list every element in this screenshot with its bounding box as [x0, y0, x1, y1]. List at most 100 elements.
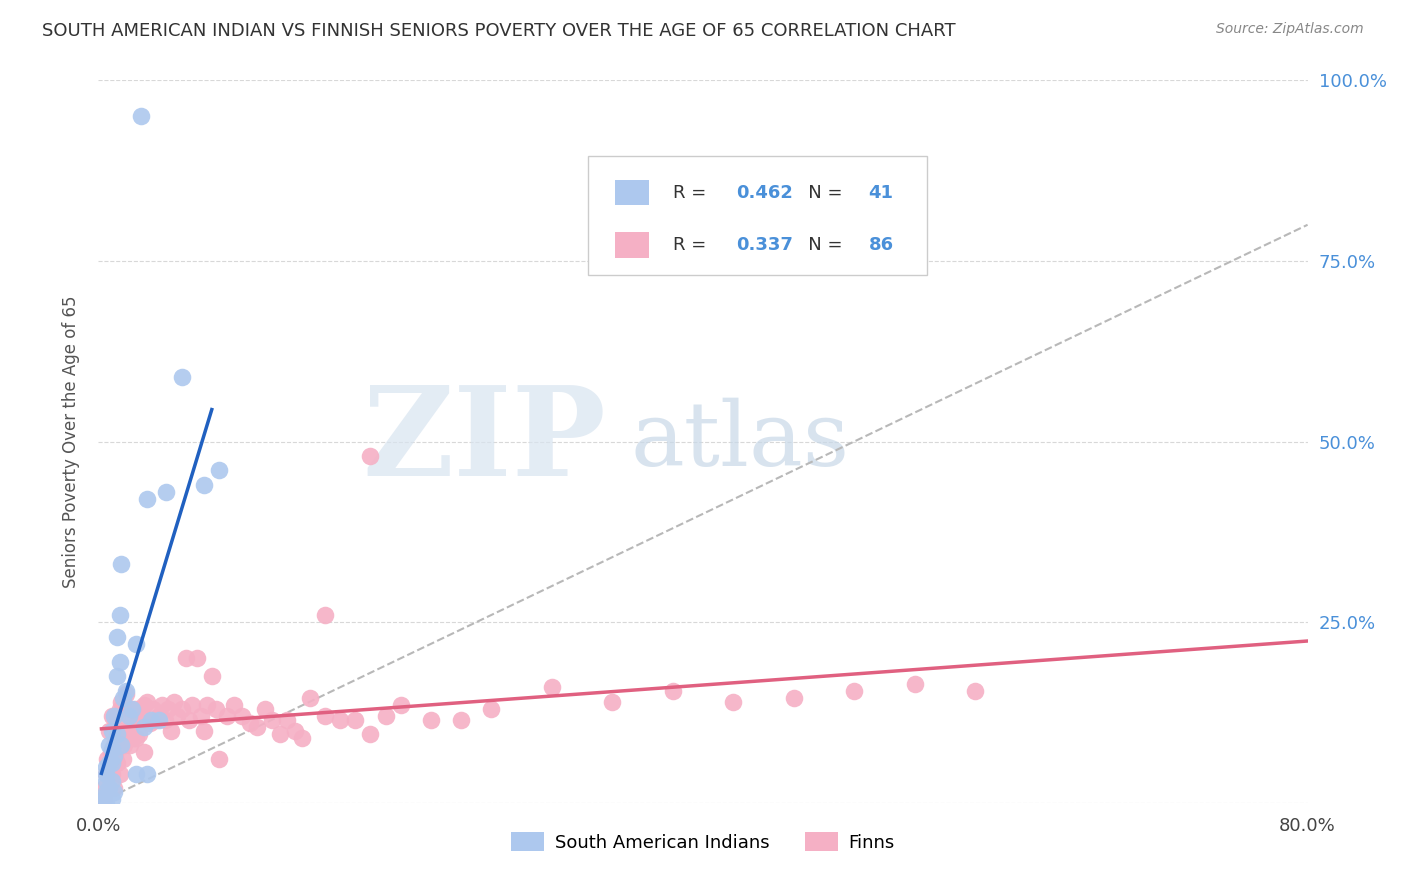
- Point: [163, 695, 186, 709]
- Point: [129, 709, 152, 723]
- Point: [481, 702, 503, 716]
- Point: [118, 702, 141, 716]
- Point: [94, 774, 117, 789]
- Point: [111, 723, 134, 738]
- Point: [121, 702, 143, 716]
- Point: [125, 731, 148, 745]
- Point: [145, 713, 167, 727]
- Point: [190, 709, 212, 723]
- Point: [121, 716, 143, 731]
- Point: [110, 558, 132, 572]
- Point: [103, 738, 125, 752]
- Text: 0.462: 0.462: [735, 184, 793, 202]
- Text: Source: ZipAtlas.com: Source: ZipAtlas.com: [1216, 22, 1364, 37]
- Point: [120, 738, 142, 752]
- Point: [135, 767, 157, 781]
- Point: [141, 713, 163, 727]
- Point: [127, 713, 149, 727]
- Point: [125, 767, 148, 781]
- Point: [193, 478, 215, 492]
- Point: [93, 781, 115, 796]
- Point: [108, 702, 131, 716]
- Point: [420, 713, 443, 727]
- Point: [115, 723, 138, 738]
- Point: [155, 485, 177, 500]
- Point: [128, 727, 150, 741]
- Point: [374, 709, 396, 723]
- Point: [142, 702, 165, 716]
- Point: [101, 774, 124, 789]
- Point: [723, 695, 745, 709]
- Point: [201, 669, 224, 683]
- Point: [132, 745, 155, 759]
- Point: [101, 723, 124, 738]
- Point: [904, 676, 927, 690]
- Point: [602, 695, 624, 709]
- Point: [98, 723, 121, 738]
- Point: [965, 683, 987, 698]
- Point: [153, 713, 176, 727]
- Point: [253, 702, 276, 716]
- Point: [107, 727, 129, 741]
- Point: [111, 691, 134, 706]
- Point: [94, 789, 117, 803]
- Y-axis label: Seniors Poverty Over the Age of 65: Seniors Poverty Over the Age of 65: [62, 295, 80, 588]
- Text: N =: N =: [792, 184, 848, 202]
- Point: [239, 716, 262, 731]
- Point: [156, 702, 179, 716]
- Point: [139, 716, 162, 731]
- Point: [110, 738, 132, 752]
- Point: [150, 698, 173, 713]
- Point: [94, 792, 117, 806]
- Point: [108, 655, 131, 669]
- Point: [118, 709, 141, 723]
- Point: [105, 756, 128, 770]
- Point: [122, 731, 145, 745]
- Point: [208, 752, 231, 766]
- Text: R =: R =: [672, 236, 711, 254]
- Point: [344, 713, 367, 727]
- Point: [174, 651, 197, 665]
- Text: R =: R =: [672, 184, 711, 202]
- Point: [103, 748, 125, 763]
- Point: [129, 110, 152, 124]
- Point: [205, 702, 228, 716]
- Point: [389, 698, 412, 713]
- Point: [148, 713, 170, 727]
- Point: [246, 720, 269, 734]
- Point: [98, 781, 121, 796]
- Point: [101, 767, 124, 781]
- Point: [114, 687, 136, 701]
- Point: [276, 713, 298, 727]
- Point: [94, 796, 117, 810]
- Text: ZIP: ZIP: [363, 381, 606, 502]
- Point: [101, 756, 124, 770]
- Text: 86: 86: [869, 236, 894, 254]
- Point: [231, 709, 253, 723]
- Point: [170, 702, 193, 716]
- Point: [262, 713, 284, 727]
- Legend: South American Indians, Finns: South American Indians, Finns: [503, 825, 903, 859]
- Point: [360, 727, 382, 741]
- Point: [195, 698, 218, 713]
- Point: [104, 748, 127, 763]
- Point: [269, 727, 291, 741]
- Point: [135, 492, 157, 507]
- FancyBboxPatch shape: [614, 233, 648, 258]
- Text: SOUTH AMERICAN INDIAN VS FINNISH SENIORS POVERTY OVER THE AGE OF 65 CORRELATION : SOUTH AMERICAN INDIAN VS FINNISH SENIORS…: [42, 22, 956, 40]
- Point: [101, 792, 124, 806]
- Point: [329, 713, 352, 727]
- Point: [112, 738, 135, 752]
- Point: [179, 713, 201, 727]
- Point: [108, 767, 131, 781]
- Point: [215, 709, 238, 723]
- Point: [96, 752, 118, 766]
- Point: [450, 713, 472, 727]
- Point: [299, 691, 322, 706]
- Point: [103, 709, 125, 723]
- FancyBboxPatch shape: [588, 156, 927, 276]
- Text: 41: 41: [869, 184, 894, 202]
- Point: [101, 709, 124, 723]
- Point: [540, 680, 562, 694]
- FancyBboxPatch shape: [614, 180, 648, 205]
